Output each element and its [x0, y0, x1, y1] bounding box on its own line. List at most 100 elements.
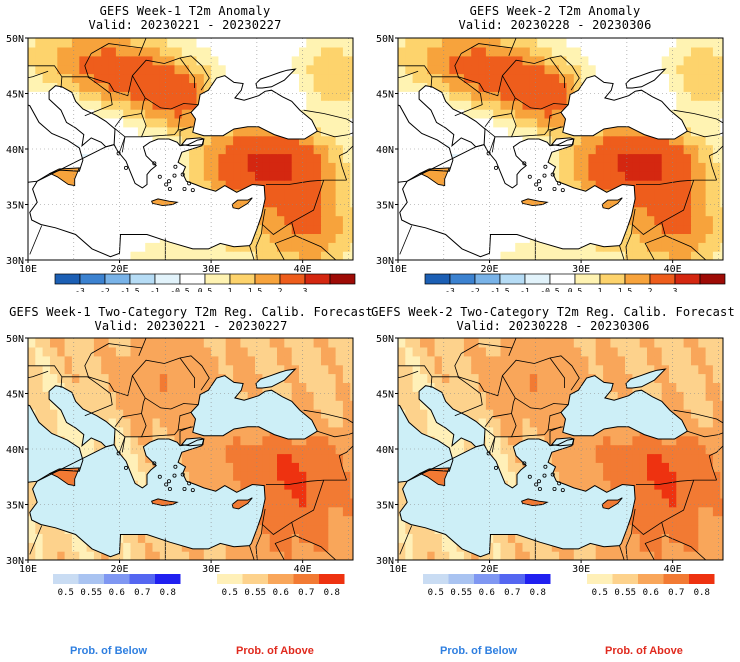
grid-cell — [130, 435, 139, 446]
grid-cell — [698, 435, 707, 446]
grid-cell — [262, 251, 271, 260]
grid-cell — [449, 338, 458, 348]
grid-cell — [661, 373, 670, 383]
grid-cell — [705, 364, 714, 375]
grid-cell — [625, 135, 633, 146]
grid-cell — [145, 364, 154, 375]
grid-cell — [529, 38, 538, 39]
grid-cell — [507, 551, 516, 560]
grid-cell — [720, 551, 723, 560]
island — [172, 173, 177, 178]
country-border — [61, 76, 113, 117]
grid-cell — [350, 153, 353, 163]
grid-cell — [669, 153, 677, 163]
grid-cell — [86, 55, 95, 66]
grid-cell — [683, 215, 692, 226]
grid-cell — [632, 497, 641, 508]
country-border — [179, 426, 192, 446]
grid-cell — [240, 180, 249, 190]
grid-cell — [299, 242, 307, 252]
grid-cell — [420, 233, 428, 243]
grid-cell — [57, 409, 66, 419]
grid-cell — [152, 55, 161, 66]
grid-cell — [159, 346, 168, 357]
grid-cell — [551, 46, 560, 57]
grid-cell — [321, 100, 329, 110]
grid-cell — [159, 38, 168, 48]
grid-cell — [101, 346, 110, 357]
grid-cell — [203, 38, 212, 48]
grid-cell — [137, 144, 146, 155]
grid-cell — [639, 551, 648, 560]
grid-cell — [71, 242, 80, 252]
grid-cell — [588, 444, 597, 455]
lat-label: 35N — [6, 501, 24, 512]
grid-cell — [262, 171, 271, 181]
grid-cell — [698, 409, 707, 419]
grid-cell — [335, 38, 344, 48]
grid-cell — [493, 355, 502, 366]
grid-cell — [123, 533, 132, 543]
grid-cell — [441, 64, 450, 75]
grid-cell — [493, 391, 502, 401]
grid-cell — [159, 426, 168, 437]
grid-cell — [247, 126, 256, 137]
grid-cell — [203, 480, 212, 490]
grid-cell — [705, 373, 714, 383]
grid-cell — [174, 409, 183, 419]
grid-cell — [515, 338, 524, 348]
grid-cell — [398, 533, 406, 543]
grid-cell — [174, 435, 183, 446]
grid-cell — [342, 382, 351, 392]
grid-cell — [181, 38, 190, 39]
grid-cell — [57, 55, 66, 66]
grid-cell — [515, 73, 524, 83]
grid-cell — [632, 444, 641, 455]
grid-cell — [449, 82, 458, 92]
grid-cell — [269, 171, 278, 181]
grid-cell — [262, 162, 271, 172]
grid-cell — [398, 542, 406, 552]
grid-cell — [255, 524, 263, 534]
grid-cell — [71, 542, 80, 552]
grid-cell — [240, 73, 249, 83]
grid-cell — [705, 117, 714, 128]
grid-cell — [449, 542, 458, 552]
grid-cell — [321, 73, 329, 83]
grid-cell — [189, 391, 197, 401]
grid-cell — [595, 251, 604, 260]
grid-cell — [639, 82, 648, 92]
grid-cell — [610, 453, 619, 463]
grid-cell — [196, 355, 205, 366]
grid-cell — [342, 180, 351, 190]
country-border — [249, 245, 255, 260]
grid-cell — [683, 224, 692, 234]
anomaly-legend-swatch — [304, 273, 331, 285]
grid-cell — [676, 233, 685, 243]
grid-cell — [189, 100, 197, 110]
grid-cell — [683, 82, 692, 92]
grid-cell — [712, 338, 721, 348]
grid-cell — [544, 46, 553, 57]
grid-cell — [647, 338, 655, 348]
island — [180, 472, 185, 477]
grid-cell — [299, 38, 307, 48]
island — [486, 151, 491, 156]
grid-cell — [167, 117, 176, 128]
grid-cell — [174, 82, 183, 92]
grid-cell — [313, 364, 322, 375]
grid-cell — [720, 471, 723, 481]
grid-cell — [335, 417, 344, 428]
grid-cell — [189, 38, 197, 39]
grid-cell — [79, 373, 88, 383]
grid-cell — [299, 373, 307, 383]
grid-cell — [617, 46, 626, 57]
grid-cell — [159, 542, 168, 552]
grid-cell — [277, 55, 285, 66]
grid-cell — [269, 364, 278, 375]
country-border — [266, 479, 347, 485]
grid-cell — [350, 126, 353, 137]
grid-cell — [306, 497, 315, 508]
grid-cell — [335, 171, 344, 181]
grid-cell — [559, 364, 567, 375]
